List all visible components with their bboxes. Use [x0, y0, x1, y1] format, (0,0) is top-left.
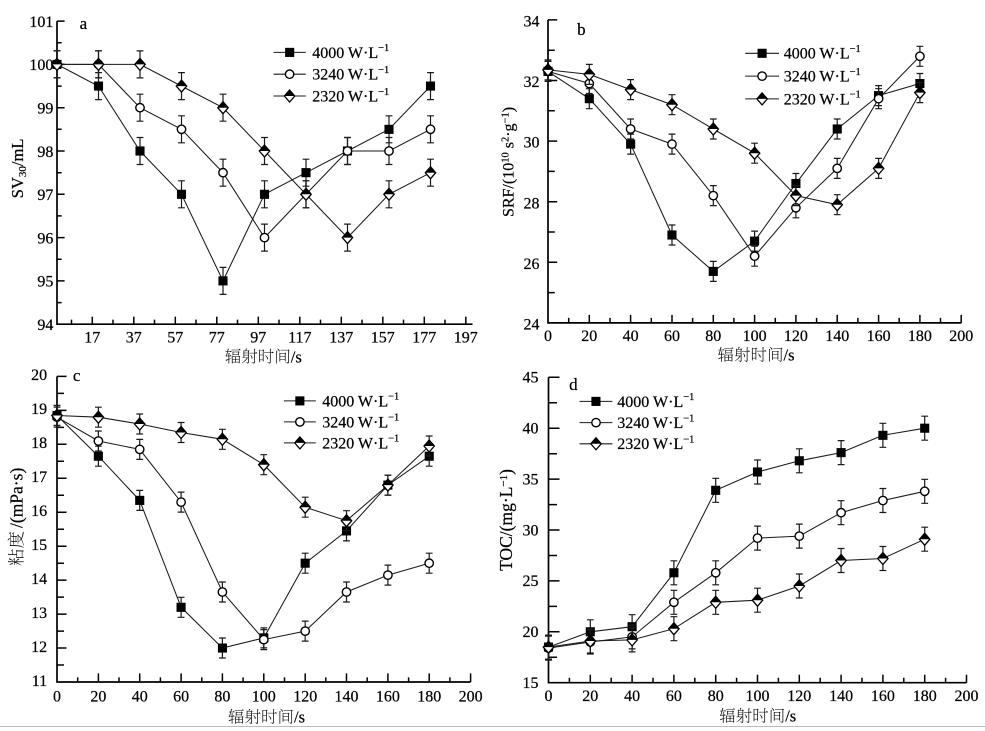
svg-text:180: 180 — [913, 688, 937, 705]
svg-text:16: 16 — [31, 503, 47, 520]
svg-text:80: 80 — [214, 689, 230, 706]
svg-text:100: 100 — [29, 57, 53, 74]
svg-text:94: 94 — [37, 317, 53, 334]
svg-text:80: 80 — [705, 328, 721, 345]
svg-text:19: 19 — [31, 401, 47, 418]
svg-text:c: c — [73, 366, 81, 385]
svg-text:26: 26 — [524, 256, 540, 273]
svg-text:20: 20 — [582, 688, 598, 705]
svg-text:/s: /s — [294, 708, 305, 727]
svg-text:3240 W·L−1: 3240 W·L−1 — [617, 413, 694, 432]
svg-text:2320 W·L−1: 2320 W·L−1 — [312, 87, 389, 106]
svg-text:177: 177 — [412, 330, 436, 347]
svg-text:12: 12 — [31, 639, 47, 656]
svg-text:25: 25 — [523, 573, 539, 590]
svg-text:24: 24 — [524, 317, 540, 334]
svg-text:15: 15 — [31, 537, 47, 554]
svg-text:0: 0 — [545, 688, 553, 705]
svg-text:160: 160 — [867, 328, 891, 345]
svg-text:4000 W·L−1: 4000 W·L−1 — [312, 43, 389, 62]
svg-text:40: 40 — [623, 328, 639, 345]
svg-text:180: 180 — [417, 689, 441, 706]
svg-text:/(mPa·s): /(mPa·s) — [7, 468, 27, 528]
svg-text:157: 157 — [371, 330, 395, 347]
svg-text:140: 140 — [829, 688, 853, 705]
svg-text:99: 99 — [37, 101, 53, 118]
svg-text:17: 17 — [84, 330, 100, 347]
svg-text:0: 0 — [53, 689, 61, 706]
svg-text:60: 60 — [173, 689, 189, 706]
svg-text:140: 140 — [825, 328, 849, 345]
svg-text:20: 20 — [523, 624, 539, 641]
svg-text:97: 97 — [250, 330, 266, 347]
svg-text:37: 37 — [126, 330, 142, 347]
svg-text:/s: /s — [785, 707, 796, 726]
svg-text:TOC/(mg·L−1): TOC/(mg·L−1) — [496, 469, 516, 571]
svg-text:60: 60 — [664, 328, 680, 345]
svg-text:20: 20 — [581, 328, 597, 345]
svg-text:180: 180 — [908, 328, 932, 345]
svg-text:117: 117 — [288, 330, 311, 347]
svg-text:60: 60 — [666, 688, 682, 705]
svg-text:13: 13 — [31, 605, 47, 622]
svg-text:40: 40 — [624, 688, 640, 705]
svg-text:137: 137 — [329, 330, 353, 347]
svg-text:3240 W·L−1: 3240 W·L−1 — [784, 67, 861, 86]
svg-text:a: a — [80, 14, 88, 33]
svg-text:57: 57 — [167, 330, 183, 347]
svg-text:32: 32 — [524, 74, 540, 91]
svg-text:30: 30 — [523, 522, 539, 539]
svg-text:200: 200 — [955, 688, 979, 705]
svg-text:14: 14 — [31, 571, 47, 588]
svg-text:197: 197 — [454, 330, 478, 347]
svg-text:77: 77 — [209, 330, 225, 347]
svg-text:2320 W·L−1: 2320 W·L−1 — [784, 90, 861, 109]
svg-text:101: 101 — [29, 14, 53, 31]
svg-text:/s: /s — [291, 347, 302, 366]
svg-text:40: 40 — [132, 689, 148, 706]
svg-text:34: 34 — [524, 14, 540, 31]
svg-text:4000 W·L−1: 4000 W·L−1 — [784, 44, 861, 63]
svg-text:97: 97 — [37, 187, 53, 204]
svg-text:3240 W·L−1: 3240 W·L−1 — [312, 65, 389, 84]
svg-text:17: 17 — [31, 469, 47, 486]
svg-text:200: 200 — [949, 328, 973, 345]
svg-text:100: 100 — [743, 328, 767, 345]
svg-text:95: 95 — [37, 274, 53, 291]
svg-text:0: 0 — [544, 328, 552, 345]
svg-text:45: 45 — [523, 370, 539, 387]
svg-text:120: 120 — [784, 328, 808, 345]
svg-text:/s: /s — [784, 346, 795, 365]
svg-text:18: 18 — [31, 435, 47, 452]
svg-text:140: 140 — [335, 689, 359, 706]
svg-text:SV30/mL: SV30/mL — [8, 139, 29, 199]
svg-text:3240 W·L−1: 3240 W·L−1 — [322, 413, 399, 432]
svg-text:40: 40 — [523, 421, 539, 438]
svg-text:200: 200 — [459, 689, 483, 706]
svg-text:35: 35 — [523, 471, 539, 488]
svg-text:2320 W·L−1: 2320 W·L−1 — [617, 435, 694, 454]
svg-text:100: 100 — [252, 689, 276, 706]
svg-text:d: d — [569, 375, 578, 394]
svg-text:28: 28 — [524, 195, 540, 212]
svg-text:30: 30 — [524, 135, 540, 152]
svg-text:SRF/(1010 s2·g−1): SRF/(1010 s2·g−1) — [501, 107, 518, 217]
svg-text:15: 15 — [523, 675, 539, 692]
svg-text:160: 160 — [871, 688, 895, 705]
svg-text:120: 120 — [787, 688, 811, 705]
svg-text:20: 20 — [31, 367, 47, 384]
svg-text:160: 160 — [376, 689, 400, 706]
svg-text:80: 80 — [708, 688, 724, 705]
svg-text:20: 20 — [90, 689, 106, 706]
svg-text:b: b — [577, 20, 586, 39]
svg-text:2320 W·L−1: 2320 W·L−1 — [322, 434, 399, 453]
svg-text:100: 100 — [746, 688, 770, 705]
svg-text:11: 11 — [32, 673, 47, 690]
svg-text:4000 W·L−1: 4000 W·L−1 — [322, 392, 399, 411]
svg-text:120: 120 — [293, 689, 317, 706]
svg-text:96: 96 — [37, 230, 53, 247]
svg-text:4000 W·L−1: 4000 W·L−1 — [617, 392, 694, 411]
svg-text:98: 98 — [37, 144, 53, 161]
